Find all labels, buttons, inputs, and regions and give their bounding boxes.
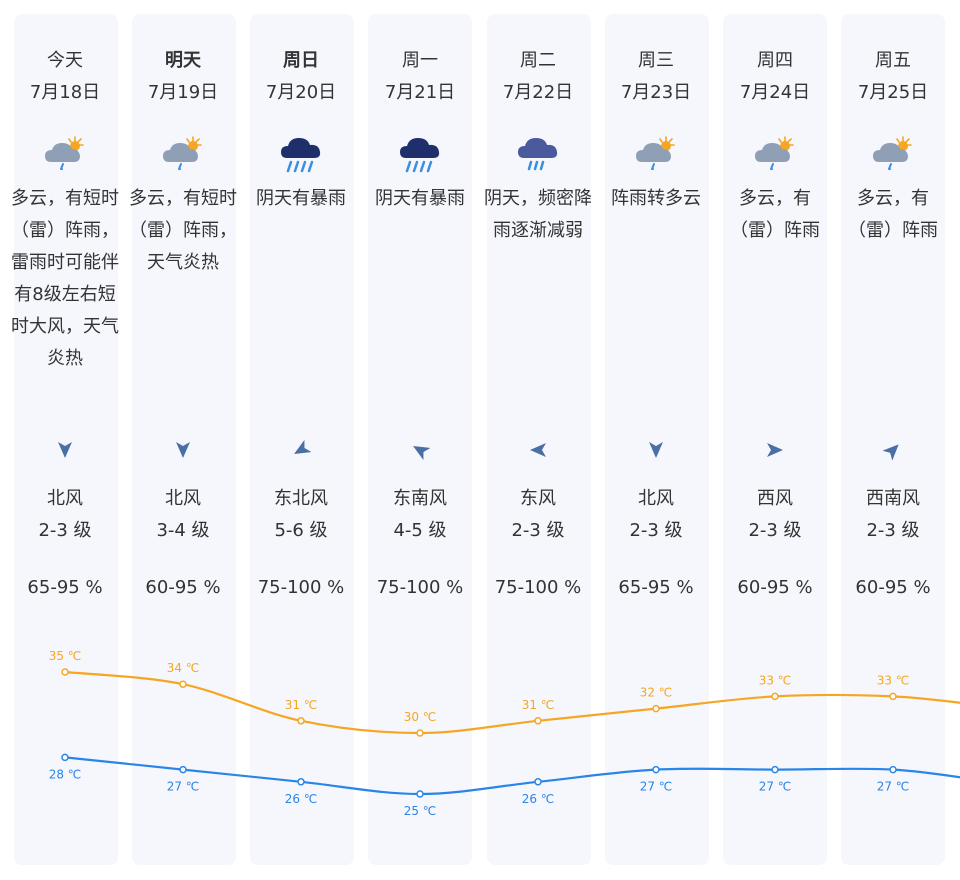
high-temperature-label: 33 ℃: [759, 673, 792, 687]
wind-level: 4-5 级: [393, 520, 447, 541]
high-temperature-point: [652, 704, 660, 713]
wind-direction: 北风: [47, 488, 83, 509]
low-temperature-point: [652, 765, 660, 774]
day-name: 明天: [165, 50, 201, 71]
low-temperature-label: 27 ℃: [167, 780, 200, 794]
low-temperature-point: [889, 765, 897, 774]
wind-direction: 东北风: [274, 488, 328, 509]
partly-cloudy-thunder-rain-icon: [6, 132, 124, 176]
high-temperature-label: 30 ℃: [404, 710, 437, 724]
high-temperature-label: 33 ℃: [877, 673, 910, 687]
weather-description: 阴天有暴雨: [375, 188, 465, 209]
humidity: 75-100 %: [257, 577, 345, 598]
high-temperature-label: 31 ℃: [522, 698, 555, 712]
weather-description: 多云，有（雷）阵雨: [848, 188, 938, 241]
high-temperature-point: [297, 717, 305, 725]
day-date: 7月19日: [147, 82, 219, 103]
day-name: 周日: [283, 50, 319, 71]
wind-level: 2-3 级: [38, 520, 92, 541]
humidity: 60-95 %: [855, 577, 931, 598]
weather-description: 多云，有短时（雷）阵雨，天气炎热: [129, 188, 237, 273]
temperature-chart: 35 ℃ 34 ℃ 31 ℃ 30 ℃ 31 ℃ 32 ℃ 33 ℃ 33 ℃ 28 ℃ 27 ℃…: [49, 649, 960, 818]
day-date: 7月25日: [857, 82, 929, 103]
wind-direction: 东风: [520, 488, 556, 509]
weather-description: 阴天，频密降雨逐渐减弱: [484, 188, 592, 241]
high-temperature-point: [61, 668, 69, 676]
wind-direction: 北风: [638, 488, 674, 509]
weather-description: 多云，有短时（雷）阵雨，雷雨时可能伴有8级左右短时大风，天气炎热: [11, 188, 119, 369]
day-date: 7月20日: [265, 82, 337, 103]
low-temperature-point: [534, 778, 542, 786]
partly-cloudy-thunder-rain-icon: [834, 132, 952, 176]
low-temperature-point: [179, 765, 187, 774]
humidity: 75-100 %: [376, 577, 464, 598]
low-temperature-point: [61, 753, 69, 762]
wind-direction: 北风: [165, 488, 201, 509]
day-name: 周一: [402, 50, 438, 71]
high-temperature-label: 31 ℃: [285, 698, 318, 712]
low-temperature-point: [771, 765, 779, 774]
low-temperature-label: 26 ℃: [522, 792, 555, 806]
wind-direction-arrow-icon: [361, 440, 479, 464]
weather-description: 多云，有（雷）阵雨: [730, 188, 820, 241]
humidity: 65-95 %: [618, 577, 694, 598]
wind-level: 3-4 级: [156, 520, 210, 541]
day-date: 7月22日: [502, 82, 574, 103]
wind-level: 5-6 级: [274, 520, 328, 541]
weather-description: 阵雨转多云: [611, 188, 701, 209]
humidity: 60-95 %: [737, 577, 813, 598]
low-temperature-label: 27 ℃: [640, 780, 673, 794]
wind-direction-arrow-icon: [6, 440, 124, 464]
low-temperature-label: 25 ℃: [404, 804, 437, 818]
heavy-rain-icon: [242, 132, 360, 176]
humidity: 60-95 %: [145, 577, 221, 598]
high-temperature-line: [64, 670, 960, 735]
humidity: 65-95 %: [27, 577, 103, 598]
day-name: 周二: [520, 50, 556, 71]
low-temperature-point: [297, 778, 305, 786]
high-temperature-point: [534, 717, 542, 725]
day-name: 周四: [757, 50, 793, 71]
wind-level: 2-3 级: [748, 520, 802, 541]
wind-direction-arrow-icon: [716, 440, 834, 464]
wind-direction-arrow-icon: [242, 440, 360, 464]
wind-direction-arrow-icon: [834, 440, 952, 464]
low-temperature-label: 27 ℃: [877, 780, 910, 794]
day-date: 7月18日: [29, 82, 101, 103]
high-temperature-point: [416, 729, 424, 737]
high-temperature-label: 34 ℃: [167, 661, 200, 675]
day-date: 7月24日: [739, 82, 811, 103]
weather-description: 阴天有暴雨: [256, 188, 346, 209]
low-temperature-label: 28 ℃: [49, 767, 82, 781]
high-temperature-label: 35 ℃: [49, 649, 82, 663]
high-temperature-label: 32 ℃: [640, 686, 673, 700]
day-date: 7月21日: [384, 82, 456, 103]
day-date: 7月23日: [620, 82, 692, 103]
high-temperature-point: [771, 692, 779, 701]
wind-level: 2-3 级: [629, 520, 683, 541]
day-name: 周五: [875, 50, 911, 71]
wind-level: 2-3 级: [866, 520, 920, 541]
wind-direction-arrow-icon: [597, 440, 715, 464]
partly-cloudy-thunder-rain-icon: [597, 132, 715, 176]
partly-cloudy-thunder-rain-icon: [716, 132, 834, 176]
low-temperature-label: 27 ℃: [759, 780, 792, 794]
low-temperature-point: [416, 790, 424, 798]
day-name: 周三: [638, 50, 674, 71]
wind-direction-arrow-icon: [124, 440, 242, 464]
rain-icon: [479, 132, 597, 176]
wind-direction: 西风: [757, 488, 793, 509]
high-temperature-point: [179, 680, 187, 688]
day-name: 今天: [47, 50, 83, 71]
wind-direction: 西南风: [866, 488, 920, 509]
wind-direction-arrow-icon: [479, 440, 597, 464]
high-temperature-point: [889, 692, 897, 701]
humidity: 75-100 %: [494, 577, 582, 598]
low-temperature-label: 26 ℃: [285, 792, 318, 806]
wind-direction: 东南风: [393, 488, 447, 509]
wind-level: 2-3 级: [511, 520, 565, 541]
heavy-rain-icon: [361, 132, 479, 176]
partly-cloudy-thunder-rain-icon: [124, 132, 242, 176]
